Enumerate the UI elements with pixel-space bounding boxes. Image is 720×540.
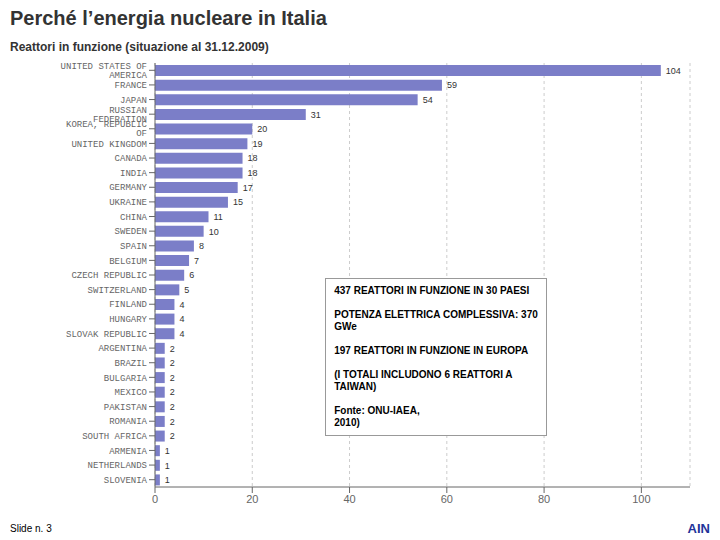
svg-text:SLOVENIA: SLOVENIA xyxy=(104,476,148,486)
svg-text:11: 11 xyxy=(214,212,223,222)
svg-text:2: 2 xyxy=(170,431,175,441)
svg-text:BRAZIL: BRAZIL xyxy=(115,359,147,369)
svg-text:BULGARIA: BULGARIA xyxy=(104,374,148,384)
svg-text:18: 18 xyxy=(248,168,258,178)
svg-text:60: 60 xyxy=(441,493,453,505)
svg-text:5: 5 xyxy=(184,285,189,295)
svg-text:1: 1 xyxy=(165,446,170,456)
svg-text:CHINA: CHINA xyxy=(120,213,148,223)
svg-text:ARMENIA: ARMENIA xyxy=(109,447,147,457)
svg-text:FINLAND: FINLAND xyxy=(109,300,147,310)
svg-text:SOUTH AFRICA: SOUTH AFRICA xyxy=(82,432,147,442)
svg-text:15: 15 xyxy=(233,197,243,207)
svg-text:20: 20 xyxy=(246,493,258,505)
svg-text:18: 18 xyxy=(248,153,258,163)
svg-text:2: 2 xyxy=(170,387,175,397)
svg-text:6: 6 xyxy=(189,270,194,280)
svg-text:31: 31 xyxy=(311,110,321,120)
svg-text:CZECH REPUBLIC: CZECH REPUBLIC xyxy=(71,271,147,281)
svg-text:BELGIUM: BELGIUM xyxy=(109,257,147,267)
svg-text:SWITZERLAND: SWITZERLAND xyxy=(88,286,147,296)
svg-text:HUNGARY: HUNGARY xyxy=(109,315,147,325)
svg-text:UNITED KINGDOM: UNITED KINGDOM xyxy=(71,140,147,150)
svg-text:40: 40 xyxy=(343,493,355,505)
svg-text:SPAIN: SPAIN xyxy=(120,242,147,252)
svg-text:100: 100 xyxy=(632,493,650,505)
svg-text:2: 2 xyxy=(170,402,175,412)
svg-text:UNITED STATES OFAMERICA: UNITED STATES OFAMERICA xyxy=(61,62,148,81)
svg-text:UKRAINE: UKRAINE xyxy=(109,198,147,208)
svg-text:4: 4 xyxy=(179,300,184,310)
svg-text:2: 2 xyxy=(170,417,175,427)
svg-text:ARGENTINA: ARGENTINA xyxy=(98,344,147,354)
svg-text:PAKISTAN: PAKISTAN xyxy=(104,403,147,413)
svg-text:0: 0 xyxy=(152,493,158,505)
svg-text:7: 7 xyxy=(194,256,199,266)
svg-text:20: 20 xyxy=(257,124,267,134)
svg-text:2: 2 xyxy=(170,344,175,354)
svg-text:SWEDEN: SWEDEN xyxy=(115,227,147,237)
svg-text:JAPAN: JAPAN xyxy=(120,96,147,106)
svg-text:NETHERLANDS: NETHERLANDS xyxy=(88,461,147,471)
svg-text:104: 104 xyxy=(666,66,681,76)
svg-text:17: 17 xyxy=(243,183,253,193)
svg-text:INDIA: INDIA xyxy=(120,169,148,179)
svg-text:1: 1 xyxy=(165,461,170,471)
svg-text:ROMANIA: ROMANIA xyxy=(109,417,147,427)
svg-text:FRANCE: FRANCE xyxy=(115,81,147,91)
svg-text:8: 8 xyxy=(199,241,204,251)
svg-text:GERMANY: GERMANY xyxy=(109,183,147,193)
svg-text:1: 1 xyxy=(165,475,170,485)
svg-text:4: 4 xyxy=(179,314,184,324)
svg-text:MEXICO: MEXICO xyxy=(115,388,147,398)
svg-text:59: 59 xyxy=(447,80,457,90)
svg-text:19: 19 xyxy=(252,139,262,149)
svg-text:80: 80 xyxy=(538,493,550,505)
svg-text:CANADA: CANADA xyxy=(115,154,148,164)
svg-text:10: 10 xyxy=(209,227,219,237)
svg-text:SLOVAK REPUBLIC: SLOVAK REPUBLIC xyxy=(66,330,148,340)
svg-text:54: 54 xyxy=(423,95,433,105)
svg-text:4: 4 xyxy=(179,329,184,339)
svg-text:2: 2 xyxy=(170,373,175,383)
svg-text:2: 2 xyxy=(170,358,175,368)
svg-text:KOREA, REPUBLICOF: KOREA, REPUBLICOF xyxy=(66,120,148,139)
